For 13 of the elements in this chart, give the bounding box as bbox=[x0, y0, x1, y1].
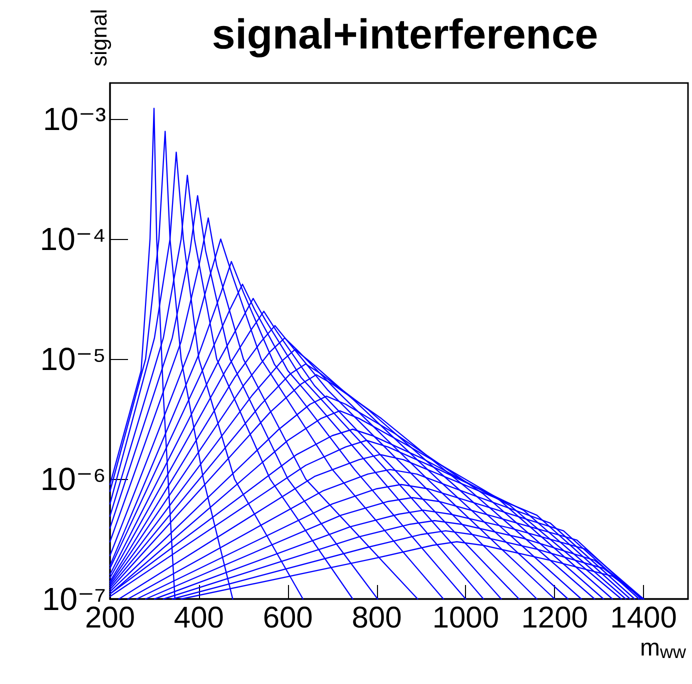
x-axis-title: mww bbox=[640, 634, 687, 662]
x-tick-label: 1400 bbox=[610, 602, 677, 634]
y-tick-label: 10⁻⁶ bbox=[40, 461, 106, 498]
y-tick-label: 10⁻⁵ bbox=[40, 341, 106, 378]
y-axis-title: signal bbox=[86, 9, 112, 66]
x-tick-label: 400 bbox=[174, 602, 224, 634]
x-tick-label: 1200 bbox=[521, 602, 588, 634]
chart-title: signal+interference bbox=[212, 10, 598, 58]
x-tick-label: 600 bbox=[262, 602, 313, 634]
x-tick-label: 1000 bbox=[432, 602, 500, 634]
y-tick-label: 10⁻⁴ bbox=[40, 221, 106, 258]
x-tick-label: 800 bbox=[352, 602, 402, 634]
y-tick-label: 10⁻³ bbox=[42, 101, 106, 138]
